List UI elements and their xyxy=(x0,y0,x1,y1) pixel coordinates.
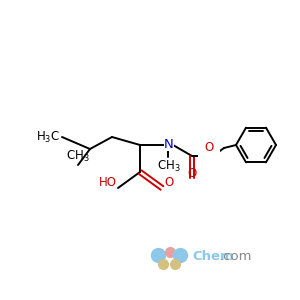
Text: N: N xyxy=(164,137,174,151)
Text: .com: .com xyxy=(220,250,253,262)
Text: CH$_3$: CH$_3$ xyxy=(157,159,181,174)
Text: O: O xyxy=(164,176,173,189)
Text: O: O xyxy=(204,141,214,154)
Text: HO: HO xyxy=(99,176,117,189)
Text: H$_3$C: H$_3$C xyxy=(36,129,60,145)
Text: O: O xyxy=(188,167,196,180)
Text: Chem: Chem xyxy=(192,250,234,262)
Text: CH$_3$: CH$_3$ xyxy=(66,149,90,164)
